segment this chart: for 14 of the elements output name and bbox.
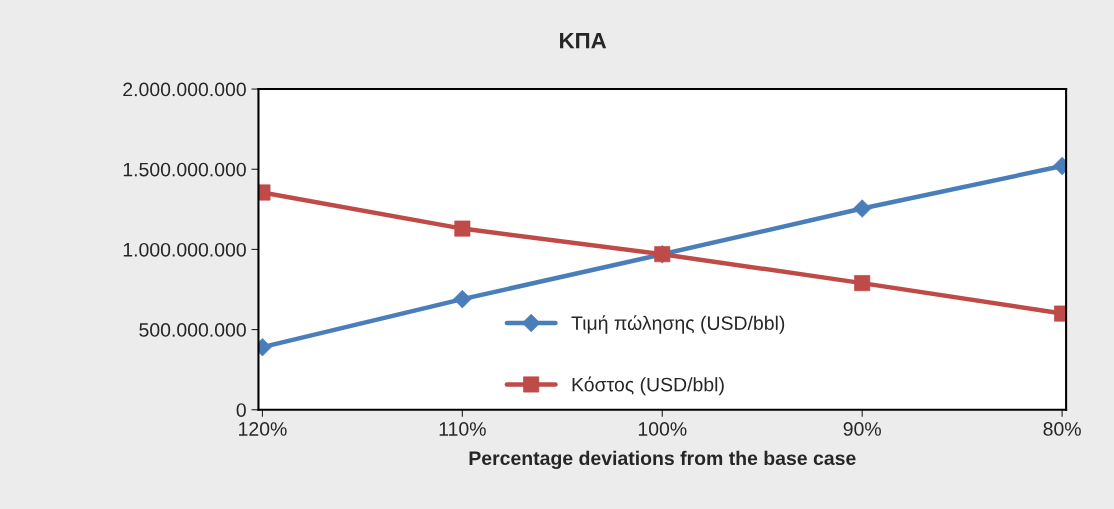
y-tick-label: 2.000.000.000 [123,82,246,97]
x-tick-label: 80% [1043,422,1081,436]
x-axis-title: Percentage deviations from the base case [469,450,856,469]
chart-title: ΚΠΑ [560,33,607,49]
legend-label: Τιμή πώλησης (USD/bbl) [571,315,785,334]
legend-label: Κόστος (USD/bbl) [572,376,724,396]
y-tick-label: 0 [236,403,246,417]
x-tick-label: 100% [638,422,687,436]
y-tick-label: 1.000.000.000 [123,242,246,257]
x-tick-label: 120% [239,422,287,436]
x-tick-label: 110% [439,422,486,436]
y-tick-label: 1.500.000.000 [123,162,246,177]
x-tick-label: 90% [843,422,881,436]
y-tick-label: 500.000.000 [139,323,246,337]
